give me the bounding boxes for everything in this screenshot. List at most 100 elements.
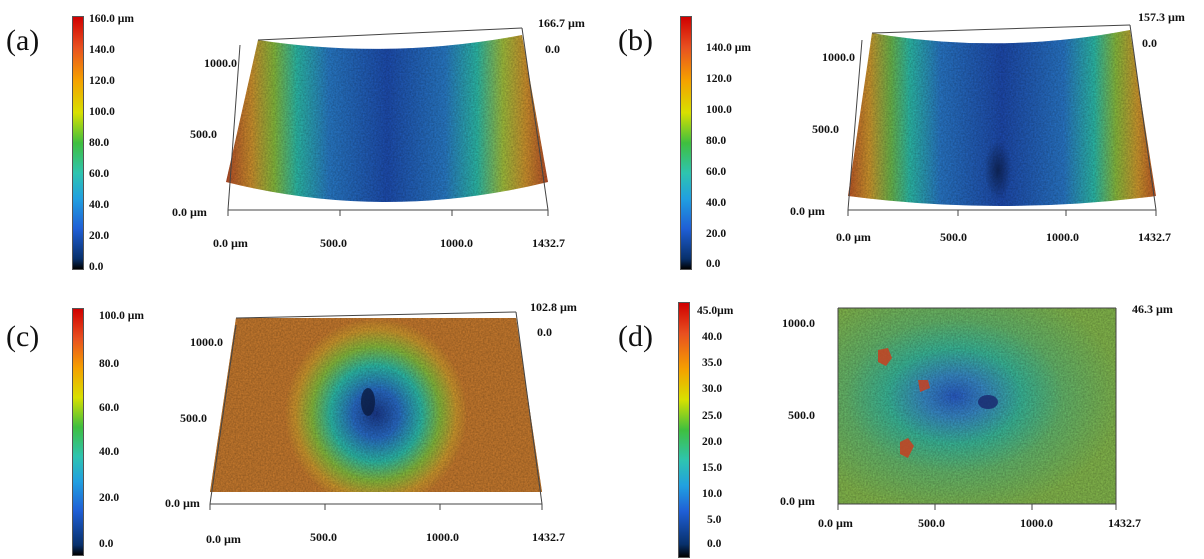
- cbar-tick: 20.0: [706, 228, 727, 240]
- cbar-tick: 100.0: [89, 106, 115, 118]
- axis-line: [209, 324, 237, 505]
- y-tick: 500.0: [812, 122, 839, 136]
- surface-texture-b: [848, 30, 1156, 206]
- y-tick: 500.0: [788, 408, 815, 422]
- x-tick: 500.0: [940, 230, 967, 244]
- surface-texture-d: [838, 308, 1116, 504]
- cbar-tick: 0.0: [707, 538, 722, 550]
- zmax-label: 102.8 µm: [530, 300, 577, 314]
- center-dent-b: [984, 140, 1012, 200]
- zmin-label: 0.0: [1142, 36, 1157, 50]
- x-tick: 1000.0: [1020, 516, 1053, 530]
- axis-line: [847, 39, 863, 211]
- surface-plot-b: [847, 24, 1157, 216]
- axis-line: [227, 44, 241, 211]
- cbar-tick: 0.0: [89, 261, 104, 273]
- zmax-label: 46.3 µm: [1132, 302, 1173, 316]
- x-tick: 500.0: [320, 236, 347, 250]
- cbar-tick: 120.0: [89, 75, 115, 87]
- hot-spot: [918, 380, 930, 392]
- cbar-tick: 140.0: [89, 44, 115, 56]
- y-tick: 1000.0: [822, 50, 855, 64]
- cbar-tick: 140.0 µm: [706, 42, 751, 54]
- x-tick: 1432.7: [532, 236, 565, 250]
- cbar-tick: 20.0: [89, 230, 110, 242]
- cbar-tick: 10.0: [702, 488, 723, 500]
- zmin-label: 0.0: [545, 42, 560, 56]
- axis-line: [257, 27, 523, 41]
- cbar-tick: 25.0: [702, 410, 723, 422]
- cbar-tick: 20.0: [702, 436, 723, 448]
- cbar-tick: 80.0: [706, 135, 727, 147]
- cbar-tick: 40.0: [89, 199, 110, 211]
- center-dent-d: [978, 395, 998, 409]
- axis-line: [1129, 24, 1157, 211]
- x-tick: 1000.0: [426, 530, 459, 544]
- axis-line: [515, 311, 543, 505]
- cbar-tick: 30.0: [702, 383, 723, 395]
- y-tick: 500.0: [180, 411, 207, 425]
- x-tick: 500.0: [310, 530, 337, 544]
- x-tick: 1432.7: [1108, 516, 1141, 530]
- y-tick: 500.0: [190, 127, 217, 141]
- x-tick: 1000.0: [440, 236, 473, 250]
- cbar-tick: 60.0: [706, 166, 727, 178]
- zmax-label: 166.7 µm: [538, 16, 585, 30]
- y-tick: 1000.0: [190, 335, 223, 349]
- cbar-tick: 35.0: [702, 357, 723, 369]
- cbar-tick: 5.0: [707, 514, 722, 526]
- cbar-tick: 60.0: [99, 402, 120, 414]
- cbar-tick: 0.0: [706, 258, 721, 270]
- surface-plot-c: [209, 311, 543, 510]
- cbar-tick: 40.0: [702, 331, 723, 343]
- x-tick: 0.0 µm: [836, 230, 871, 244]
- panel-d: (d) 45.0µm 40.0 35.0 30.0 25.0 20.0 15.0…: [600, 280, 1204, 559]
- x-tick: 0.0 µm: [206, 532, 241, 546]
- panel-label-b: (b): [618, 24, 653, 57]
- panel-label-d: (d): [618, 320, 653, 353]
- axis-line: [235, 311, 517, 319]
- surface-texture-c: [210, 318, 542, 492]
- axis-line: [521, 27, 549, 211]
- colorbar-b: [680, 16, 692, 270]
- center-dent-c: [361, 388, 375, 416]
- cbar-tick: 120.0: [706, 73, 732, 85]
- y-tick: 0.0 µm: [780, 494, 815, 508]
- panel-label-c: (c): [6, 320, 40, 353]
- hot-spot: [900, 438, 914, 458]
- colorbar-d: [678, 302, 690, 558]
- cbar-tick: 20.0: [99, 492, 120, 504]
- y-tick: 0.0 µm: [790, 204, 825, 218]
- zmax-label: 157.3 µm: [1138, 10, 1185, 24]
- surface-texture-a: [226, 35, 548, 202]
- panel-a: (a) 160.0 µm 140.0 120.0 100.0 80.0 60.0…: [0, 0, 600, 280]
- y-tick: 0.0 µm: [165, 496, 200, 510]
- panel-c: (c) 100.0 µm 80.0 60.0 40.0 20.0 0.0: [0, 280, 600, 559]
- panel-b: (b) 140.0 µm 120.0 100.0 80.0 60.0 40.0 …: [600, 0, 1204, 280]
- x-tick: 0.0 µm: [818, 516, 853, 530]
- cbar-tick: 100.0: [706, 104, 732, 116]
- y-tick: 1000.0: [204, 56, 237, 70]
- x-tick: 500.0: [918, 516, 945, 530]
- surface-plot-d: [837, 307, 1117, 510]
- x-tick: 1432.7: [532, 530, 565, 544]
- cbar-tick: 15.0: [702, 462, 723, 474]
- y-tick: 1000.0: [782, 316, 815, 330]
- cbar-tick: 40.0: [99, 446, 120, 458]
- cbar-tick: 45.0µm: [697, 305, 734, 317]
- cbar-tick: 80.0: [89, 137, 110, 149]
- cbar-tick: 100.0 µm: [99, 310, 144, 322]
- axis-line: [871, 24, 1131, 34]
- cbar-tick: 80.0: [99, 358, 120, 370]
- x-tick: 1432.7: [1138, 230, 1171, 244]
- colorbar-a: [72, 16, 84, 270]
- y-tick: 0.0 µm: [172, 205, 207, 219]
- cbar-tick: 0.0: [99, 538, 114, 550]
- colorbar-c: [72, 308, 84, 556]
- cbar-tick: 160.0 µm: [89, 13, 134, 25]
- surface-plot-a: [226, 27, 549, 216]
- panel-label-a: (a): [6, 24, 40, 57]
- cbar-tick: 60.0: [89, 168, 110, 180]
- cbar-tick: 40.0: [706, 197, 727, 209]
- zmin-label: 0.0: [537, 325, 552, 339]
